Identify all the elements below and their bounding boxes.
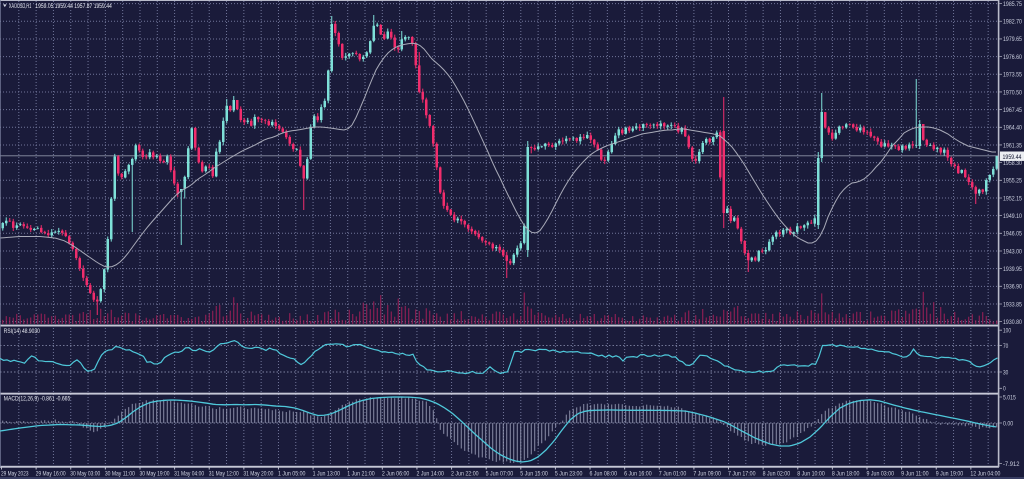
svg-text:6 Jun 16:00: 6 Jun 16:00: [624, 471, 652, 478]
svg-text:8 Jun 18:00: 8 Jun 18:00: [832, 471, 860, 478]
svg-text:70: 70: [1003, 343, 1009, 350]
svg-text:1961.35: 1961.35: [1003, 142, 1022, 149]
svg-text:8 Jun 02:00: 8 Jun 02:00: [763, 471, 791, 478]
svg-text:30 May 11:00: 30 May 11:00: [105, 471, 135, 478]
svg-text:1930.80: 1930.80: [1003, 319, 1022, 326]
svg-text:31 May 12:00: 31 May 12:00: [209, 471, 239, 478]
svg-text:1967.45: 1967.45: [1003, 107, 1022, 114]
svg-text:RSI(14) 48.9030: RSI(14) 48.9030: [4, 328, 40, 335]
svg-text:5 Jun 23:00: 5 Jun 23:00: [555, 471, 583, 478]
svg-text:1964.40: 1964.40: [1003, 125, 1022, 132]
svg-text:9 Jun 11:00: 9 Jun 11:00: [901, 471, 929, 478]
svg-text:31 May 20:00: 31 May 20:00: [243, 471, 273, 478]
svg-text:8 Jun 10:00: 8 Jun 10:00: [797, 471, 825, 478]
svg-text:30 May 03:00: 30 May 03:00: [70, 471, 100, 478]
svg-text:2 Jun 14:00: 2 Jun 14:00: [416, 471, 444, 478]
svg-text:1970.50: 1970.50: [1003, 89, 1022, 96]
svg-text:29 May 16:00: 29 May 16:00: [36, 471, 66, 478]
svg-text:1943.00: 1943.00: [1003, 248, 1022, 255]
svg-text:1982.70: 1982.70: [1003, 19, 1022, 26]
svg-text:2 Jun 06:00: 2 Jun 06:00: [382, 471, 410, 478]
svg-text:1959.44: 1959.44: [1003, 154, 1022, 161]
svg-text:7 Jun 01:00: 7 Jun 01:00: [659, 471, 687, 478]
svg-text:1 Jun 13:00: 1 Jun 13:00: [313, 471, 341, 478]
svg-text:1985.75: 1985.75: [1003, 1, 1022, 8]
svg-text:12 Jun 04:00: 12 Jun 04:00: [970, 471, 1000, 478]
svg-text:100: 100: [1003, 328, 1011, 335]
svg-text:1959.05 1959.44 1957.87 1959.4: 1959.05 1959.44 1957.87 1959.44: [35, 3, 112, 10]
svg-text:1952.15: 1952.15: [1003, 195, 1022, 202]
svg-text:1946.05: 1946.05: [1003, 231, 1022, 238]
svg-text:MACD(12,26,9) -0.861 -0.665: MACD(12,26,9) -0.861 -0.665: [4, 396, 71, 403]
svg-text:5 Jun 07:00: 5 Jun 07:00: [486, 471, 514, 478]
svg-text:6 Jun 08:00: 6 Jun 08:00: [590, 471, 618, 478]
svg-text:1936.90: 1936.90: [1003, 284, 1022, 291]
svg-text:XAUUSD,H1: XAUUSD,H1: [9, 3, 32, 10]
svg-text:2 Jun 22:00: 2 Jun 22:00: [451, 471, 479, 478]
svg-text:1 Jun 21:00: 1 Jun 21:00: [347, 471, 375, 478]
svg-text:1979.65: 1979.65: [1003, 36, 1022, 43]
svg-text:1933.85: 1933.85: [1003, 301, 1022, 308]
svg-text:1 Jun 05:00: 1 Jun 05:00: [278, 471, 306, 478]
svg-text:9 Jun 19:00: 9 Jun 19:00: [936, 471, 964, 478]
svg-text:30: 30: [1003, 369, 1009, 376]
svg-text:1976.60: 1976.60: [1003, 54, 1022, 61]
svg-text:-7.912: -7.912: [1003, 461, 1020, 468]
svg-text:1973.55: 1973.55: [1003, 72, 1022, 79]
svg-text:5 Jun 15:00: 5 Jun 15:00: [520, 471, 548, 478]
svg-text:7 Jun 09:00: 7 Jun 09:00: [693, 471, 721, 478]
svg-text:0.00: 0.00: [1003, 420, 1014, 427]
svg-text:1955.25: 1955.25: [1003, 178, 1022, 185]
svg-text:5.015: 5.015: [1003, 394, 1016, 401]
svg-text:1949.10: 1949.10: [1003, 213, 1022, 220]
svg-text:1958.30: 1958.30: [1003, 160, 1022, 167]
svg-text:7 Jun 17:00: 7 Jun 17:00: [728, 471, 756, 478]
svg-text:29 May 2023: 29 May 2023: [1, 471, 29, 478]
svg-text:1939.95: 1939.95: [1003, 266, 1022, 273]
svg-text:31 May 04:00: 31 May 04:00: [174, 471, 204, 478]
svg-text:0: 0: [1003, 386, 1006, 393]
svg-text:30 May 19:00: 30 May 19:00: [139, 471, 169, 478]
svg-text:9 Jun 03:00: 9 Jun 03:00: [867, 471, 895, 478]
